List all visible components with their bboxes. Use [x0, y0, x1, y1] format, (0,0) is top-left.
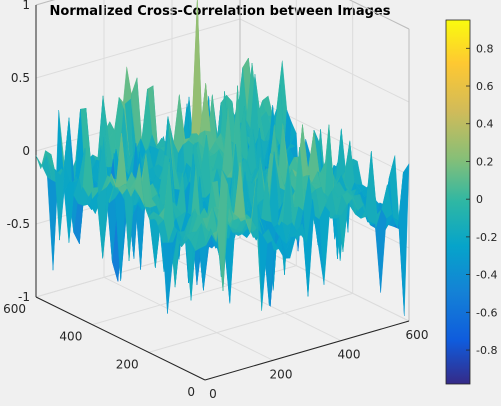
x-tick-label: 400: [338, 348, 361, 362]
surface-plot: [35, 0, 410, 316]
colorbar-tick-label: 0.4: [476, 118, 494, 131]
z-tick-label: 0.5: [11, 71, 30, 85]
z-tick-label: -0.5: [7, 217, 30, 231]
z-tick-label: 1: [22, 0, 30, 12]
y-tick-label: 600: [3, 302, 26, 316]
surface-patch: [200, 228, 211, 249]
floor-grid-line: [92, 265, 297, 326]
box-edge: [348, 0, 410, 30]
floor-grid-line: [103, 276, 274, 361]
colorbar-tick-label: -0.2: [476, 231, 497, 244]
colorbar-tick-label: -0.4: [476, 269, 497, 282]
floor-grid-line: [148, 292, 353, 353]
surface-patch: [162, 242, 174, 314]
floor-grid-line: [171, 257, 342, 342]
surface-patch: [398, 163, 410, 316]
y-tick-label: 400: [59, 330, 82, 344]
x-tick-label: 200: [270, 367, 293, 381]
x-tick-label: 600: [406, 328, 429, 342]
colorbar-tick-label: 0: [476, 193, 483, 206]
surface-patch: [191, 0, 203, 140]
z-tick-label: 0: [22, 144, 30, 158]
wall-grid-line: [35, 18, 241, 79]
colorbar-tick-label: -0.8: [476, 344, 497, 357]
y-axis-line: [35, 296, 206, 381]
colorbar-tick-label: 0.6: [476, 80, 494, 93]
x-tick-label: 0: [209, 387, 217, 401]
colorbar-tick-label: 0.2: [476, 155, 494, 168]
y-tick-label: 200: [116, 357, 139, 371]
colorbar-tick-label: 0.8: [476, 42, 494, 55]
wall-grid-line: [239, 18, 410, 103]
colorbar: [445, 19, 471, 385]
y-tick-label: 0: [187, 385, 195, 399]
z-tick-label: -1: [18, 290, 30, 304]
x-axis-line: [204, 320, 410, 381]
colorbar-ticks: -0.8 -0.6 -0.4 -0.2 0 0.2 0.4 0.6 0.8: [466, 42, 497, 357]
colorbar-tick-label: -0.6: [476, 306, 497, 319]
chart-title: Normalized Cross-Correlation between Ima…: [50, 4, 391, 19]
